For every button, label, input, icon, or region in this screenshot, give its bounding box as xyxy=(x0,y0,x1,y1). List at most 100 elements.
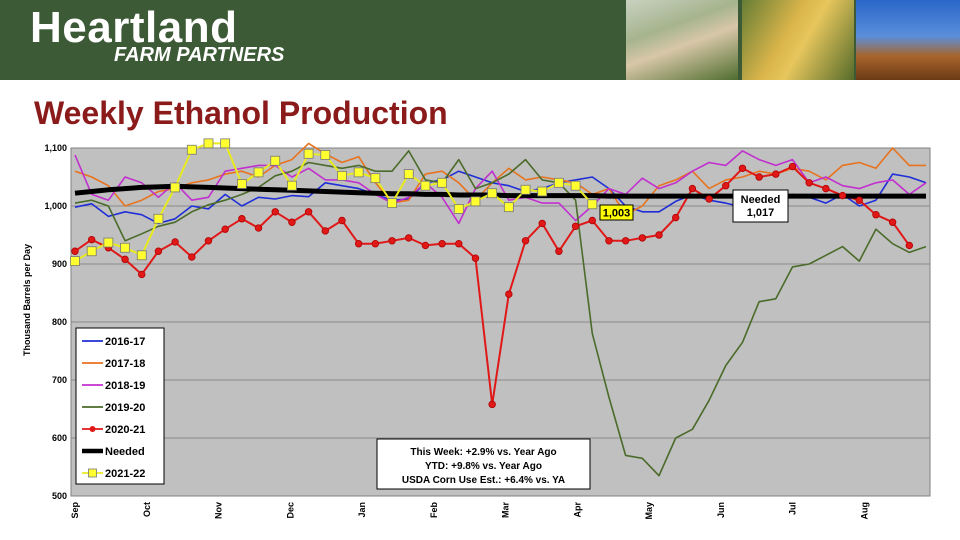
y-tick-label: 700 xyxy=(52,375,67,385)
point-2021-22 xyxy=(270,155,281,166)
point-2020-21 xyxy=(638,234,647,242)
point-2021-22 xyxy=(203,138,214,149)
point-2021-22 xyxy=(487,188,498,199)
point-2021-22 xyxy=(236,179,247,189)
point-2020-21 xyxy=(238,215,246,223)
point-2020-21 xyxy=(271,208,279,216)
point-2020-21 xyxy=(788,162,797,171)
stats-box: This Week: +2.9% vs. Year Ago YTD: +9.8%… xyxy=(376,438,591,490)
stats-this-week: This Week: +2.9% vs. Year Ago xyxy=(410,447,556,458)
x-tick-label: Sep xyxy=(70,502,80,519)
point-2021-22 xyxy=(520,184,531,195)
point-2020-21 xyxy=(388,237,396,245)
point-2020-21 xyxy=(471,254,480,262)
point-2020-21 xyxy=(605,237,613,245)
corn-photo xyxy=(742,0,854,80)
point-2020-21 xyxy=(438,239,446,248)
point-2021-22 xyxy=(420,180,431,191)
y-tick-label: 900 xyxy=(52,259,67,269)
x-tick-label: Jul xyxy=(788,502,798,515)
point-2020-21 xyxy=(321,227,329,235)
legend-marker xyxy=(88,468,97,478)
stats-usda-corn: USDA Corn Use Est.: +6.4% vs. YA xyxy=(402,475,565,486)
series-line-2019-20 xyxy=(74,150,927,477)
point-2021-22 xyxy=(470,196,481,207)
x-tick-label: Apr xyxy=(572,502,582,518)
point-2021-22 xyxy=(253,167,264,178)
latest-value-text: 1,003 xyxy=(603,208,631,220)
point-2020-21 xyxy=(905,241,914,250)
point-2020-21 xyxy=(488,400,496,409)
point-2021-22 xyxy=(437,177,447,188)
point-2020-21 xyxy=(188,253,196,261)
point-2021-22 xyxy=(554,177,564,188)
point-2020-21 xyxy=(655,231,663,239)
series-markers xyxy=(70,138,914,409)
y-tick-label: 500 xyxy=(52,491,67,501)
point-2020-21 xyxy=(688,184,697,193)
legend-entry-2019-20: 2019-20 xyxy=(105,402,145,414)
point-2020-21 xyxy=(755,173,763,181)
y-axis-label: Thousand Barrels per Day xyxy=(22,244,32,356)
point-2020-21 xyxy=(405,234,413,242)
point-2020-21 xyxy=(354,239,363,248)
point-2020-21 xyxy=(555,247,563,255)
needed-label-box xyxy=(732,189,789,223)
point-2021-22 xyxy=(120,242,130,253)
legend-entry-2018-19: 2018-19 xyxy=(105,380,145,392)
stats-ytd: YTD: +9.8% vs. Year Ago xyxy=(425,461,542,472)
point-2020-21 xyxy=(705,195,713,203)
point-2021-22 xyxy=(287,180,297,191)
point-2020-21 xyxy=(838,191,847,200)
y-tick-label: 1,100 xyxy=(44,143,67,153)
soybean-field-photo xyxy=(856,0,960,80)
y-tick-label: 1,000 xyxy=(44,201,67,211)
point-2020-21 xyxy=(738,164,747,172)
cow-photo xyxy=(626,0,738,80)
needed-annotation: Needed 1,017 xyxy=(732,189,789,223)
point-2020-21 xyxy=(138,270,146,279)
x-tick-label: Mar xyxy=(501,502,511,519)
point-2021-22 xyxy=(587,199,598,210)
point-2021-22 xyxy=(220,138,231,149)
point-2021-22 xyxy=(86,246,97,257)
point-2020-21 xyxy=(254,224,263,232)
point-2021-22 xyxy=(320,150,331,160)
page-title: Weekly Ethanol Production xyxy=(34,95,448,131)
legend-box xyxy=(75,327,165,485)
point-2020-21 xyxy=(121,255,129,264)
needed-label-value: 1,017 xyxy=(747,207,775,219)
point-2021-22 xyxy=(153,213,164,224)
point-2021-22 xyxy=(453,203,464,214)
point-2020-21 xyxy=(822,184,830,193)
point-2020-21 xyxy=(154,247,163,255)
point-2020-21 xyxy=(855,196,863,204)
point-2021-22 xyxy=(353,167,364,178)
point-2021-22 xyxy=(303,148,314,159)
point-2020-21 xyxy=(204,237,213,245)
point-2020-21 xyxy=(538,219,546,228)
point-2021-22 xyxy=(387,198,397,209)
point-2020-21 xyxy=(371,239,380,248)
point-2020-21 xyxy=(588,216,596,225)
point-2021-22 xyxy=(370,173,381,184)
point-2021-22 xyxy=(403,169,414,180)
x-tick-label: Dec xyxy=(285,502,295,519)
point-2021-22 xyxy=(186,144,197,155)
point-2020-21 xyxy=(872,210,880,219)
y-tick-label: 800 xyxy=(52,317,67,327)
x-tick-label: Jan xyxy=(357,502,367,518)
x-tick-label: Aug xyxy=(859,502,869,520)
x-tick-label: Nov xyxy=(214,502,224,519)
x-axis-ticks: Sep Oct Nov Dec Jan Feb Mar Apr May Jun Jul Aug xyxy=(70,502,869,520)
point-2020-21 xyxy=(571,222,580,230)
point-2021-22 xyxy=(537,186,548,197)
x-tick-label: Jun xyxy=(716,502,726,518)
point-2020-21 xyxy=(87,235,96,244)
needed-label-text: Needed xyxy=(741,194,781,206)
point-2020-21 xyxy=(888,218,897,226)
point-2021-22 xyxy=(337,170,347,181)
point-2020-21 xyxy=(338,216,346,225)
point-2020-21 xyxy=(805,179,813,187)
